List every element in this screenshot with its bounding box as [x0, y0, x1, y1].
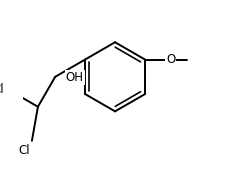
- Text: Cl: Cl: [18, 144, 30, 157]
- Text: Cl: Cl: [0, 83, 4, 96]
- Text: OH: OH: [66, 71, 84, 84]
- Text: O: O: [166, 53, 175, 66]
